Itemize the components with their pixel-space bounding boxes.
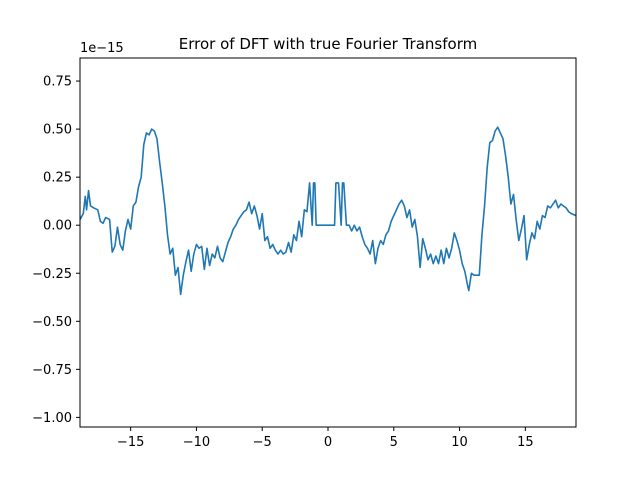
y-axis: −1.00 −0.75 −0.50 −0.25 0.00 0.25 0.50 0.75 xyxy=(32,75,80,426)
x-tick-label: 5 xyxy=(390,435,398,450)
plot-area xyxy=(79,126,577,296)
y-tick-label: 0.00 xyxy=(43,219,72,234)
y-tick-label: −0.25 xyxy=(32,267,72,282)
x-axis: −15 −10 −5 0 5 10 15 xyxy=(117,427,534,450)
y-tick-label: −0.75 xyxy=(32,363,72,378)
y-tick-label: −1.00 xyxy=(32,411,72,426)
x-tick-label: 10 xyxy=(451,435,468,450)
y-offset-label: 1e−15 xyxy=(80,41,124,56)
y-tick-label: 0.50 xyxy=(43,123,72,138)
x-tick-label: −10 xyxy=(183,435,210,450)
x-tick-label: 15 xyxy=(517,435,534,450)
x-tick-label: −5 xyxy=(253,435,272,450)
x-tick-label: 0 xyxy=(324,435,332,450)
y-tick-label: −0.50 xyxy=(32,315,72,330)
series-line xyxy=(79,126,577,296)
y-tick-label: 0.25 xyxy=(43,171,72,186)
chart-title: Error of DFT with true Fourier Transform xyxy=(179,35,477,53)
plot-frame xyxy=(79,57,577,428)
y-tick-label: 0.75 xyxy=(43,75,72,90)
x-tick-label: −15 xyxy=(117,435,144,450)
